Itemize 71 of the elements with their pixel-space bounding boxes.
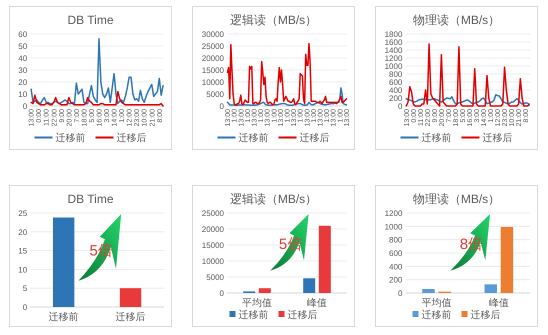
y-tick-label: 25000	[202, 209, 225, 218]
y-tick-label: 0	[398, 102, 403, 111]
y-tick-label: 0	[220, 102, 225, 111]
y-tick-label: 10000	[202, 257, 225, 266]
line-series	[30, 90, 164, 107]
chart-title: 物理读（MB/s）	[412, 192, 500, 206]
y-tick-label: 1800	[384, 30, 403, 39]
legend-label: 迁移后	[300, 132, 330, 144]
y-tick-label: 0	[398, 289, 403, 298]
line-series	[406, 94, 530, 105]
line-series	[226, 42, 348, 106]
y-tick-label: 5000	[206, 90, 225, 99]
y-tick-label: 0	[220, 289, 225, 298]
y-tick-label: 10	[18, 90, 28, 99]
y-tick-label: 1600	[384, 38, 403, 47]
legend-label: 迁移后	[116, 132, 146, 144]
y-tick-label: 25	[18, 209, 28, 218]
x-tick-label: 峰值	[307, 297, 327, 309]
y-tick-label: 30	[18, 66, 28, 75]
y-tick-label: 1000	[384, 222, 403, 232]
bar	[422, 289, 435, 293]
y-tick-label: 400	[389, 86, 403, 95]
y-tick-label: 25000	[202, 42, 225, 51]
line-series	[30, 38, 164, 104]
y-tick-label: 0	[22, 303, 28, 312]
y-tick-label: 200	[389, 276, 403, 285]
y-tick-label: 20	[18, 228, 28, 237]
y-tick-label: 15000	[202, 241, 225, 250]
legend-label: 迁移前	[238, 132, 268, 144]
y-tick-label: 20000	[202, 54, 225, 63]
y-tick-label: 30000	[202, 30, 225, 39]
legend-label: 迁移后	[482, 132, 512, 144]
bar	[500, 227, 514, 293]
y-tick-label: 600	[389, 249, 403, 258]
y-tick-label: 0	[22, 102, 28, 111]
y-tick-label: 15000	[202, 66, 225, 75]
x-tick-label: 峰值	[488, 297, 509, 309]
line-series	[406, 43, 530, 107]
y-tick-label: 60	[18, 30, 28, 39]
bar	[484, 284, 497, 293]
y-tick-label: 1400	[384, 46, 403, 55]
y-tick-label: 1200	[384, 54, 403, 63]
y-tick-label: 10000	[202, 78, 225, 87]
chart-title: DB Time	[67, 192, 114, 206]
bar	[303, 278, 316, 293]
legend-label: 迁移前	[422, 132, 452, 144]
y-tick-label: 1000	[384, 62, 403, 71]
x-tick-label: 平均值	[242, 297, 272, 309]
y-tick-label: 20000	[202, 225, 225, 234]
chart-title: 逻辑读（MB/s）	[230, 13, 318, 27]
chart-title: DB Time	[67, 13, 114, 27]
y-tick-label: 600	[389, 78, 403, 87]
line-series	[226, 87, 348, 106]
chart-title: 物理读（MB/s）	[412, 13, 500, 27]
legend-label: 迁移前	[56, 132, 86, 144]
bar	[258, 288, 271, 293]
y-tick-label: 50	[18, 42, 28, 51]
y-tick-label: 200	[389, 94, 403, 103]
y-tick-label: 15	[18, 246, 28, 256]
y-tick-label: 5	[22, 284, 28, 294]
y-tick-label: 20	[18, 78, 28, 87]
y-tick-label: 10	[18, 265, 28, 274]
chart-title: 逻辑读（MB/s）	[230, 192, 318, 206]
y-tick-label: 5000	[206, 273, 225, 282]
y-tick-label: 40	[18, 54, 28, 63]
y-tick-label: 1200	[384, 209, 403, 218]
x-tick-label: 平均值	[422, 297, 452, 309]
bar	[318, 226, 331, 293]
y-tick-label: 800	[389, 236, 403, 245]
y-tick-label: 400	[389, 262, 403, 272]
y-tick-label: 800	[389, 70, 403, 79]
